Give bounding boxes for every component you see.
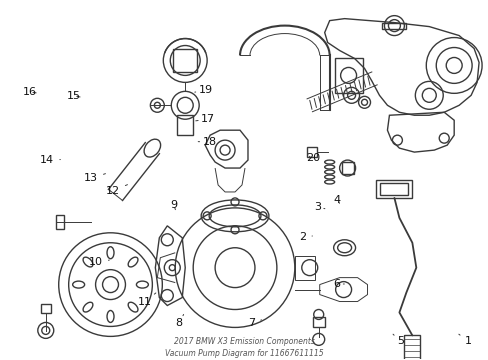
Bar xyxy=(56,215,63,229)
Text: 14: 14 xyxy=(40,155,60,165)
Bar xyxy=(177,115,193,135)
Text: 16: 16 xyxy=(23,87,37,97)
Text: 19: 19 xyxy=(194,85,212,95)
Text: 3: 3 xyxy=(313,202,324,212)
Bar xyxy=(312,318,324,328)
Bar xyxy=(380,183,407,195)
Bar xyxy=(404,336,420,360)
Text: 4: 4 xyxy=(333,195,340,205)
Bar xyxy=(341,162,353,174)
Bar xyxy=(173,49,197,72)
Bar xyxy=(376,180,411,198)
Text: 6: 6 xyxy=(333,279,344,289)
Text: 17: 17 xyxy=(195,114,215,124)
Text: 18: 18 xyxy=(198,138,216,147)
Text: 7: 7 xyxy=(248,319,261,328)
Text: 9: 9 xyxy=(170,200,177,210)
Bar xyxy=(41,303,51,314)
Text: 5: 5 xyxy=(392,334,403,346)
Text: 15: 15 xyxy=(67,91,81,101)
Text: 2017 BMW X3 Emission Components
Vacuum Pump Diagram for 11667611115: 2017 BMW X3 Emission Components Vacuum P… xyxy=(165,337,323,358)
Text: 12: 12 xyxy=(106,185,127,196)
Bar xyxy=(334,58,362,93)
Text: 1: 1 xyxy=(458,334,471,346)
Text: 13: 13 xyxy=(84,173,105,183)
Text: 8: 8 xyxy=(175,315,183,328)
Text: 2: 2 xyxy=(299,232,312,242)
Bar xyxy=(382,23,406,28)
Text: 10: 10 xyxy=(89,257,109,267)
Text: 20: 20 xyxy=(305,153,319,163)
Text: 11: 11 xyxy=(137,293,156,307)
Bar xyxy=(306,147,316,157)
